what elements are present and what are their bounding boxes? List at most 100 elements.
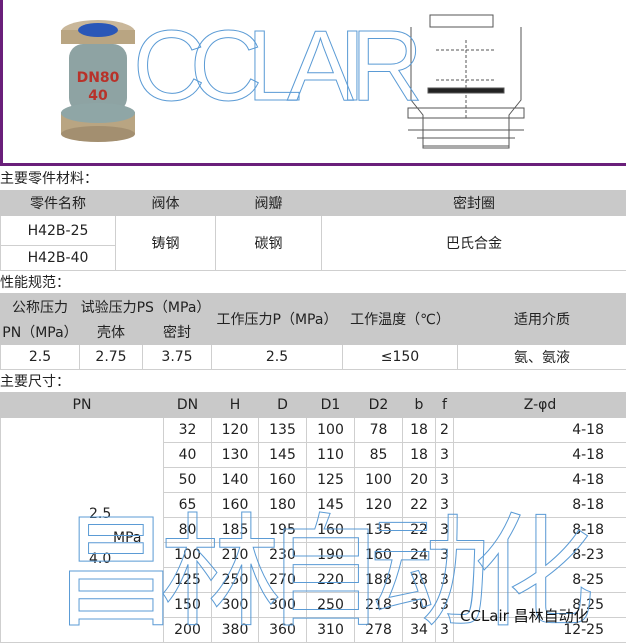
dim-cell: 130: [212, 443, 259, 468]
dim-cell: 360: [259, 618, 307, 643]
dim-cell: 3: [436, 468, 454, 493]
performance-row: 2.5 2.75 3.75 2.5 ≤150 氨、氨液: [1, 345, 626, 370]
dim-cell: 278: [355, 618, 403, 643]
dim-cell: 270: [259, 568, 307, 593]
dim-cell: 78: [355, 418, 403, 443]
header-disc: 阀瓣: [216, 191, 322, 216]
dim-cell: 4-18: [454, 418, 626, 443]
cell-seal: 3.75: [143, 345, 212, 370]
dim-cell: 2: [436, 418, 454, 443]
dim-cell: 8-25: [454, 593, 626, 618]
pn-value-25: 2.5: [89, 506, 111, 522]
product-image-panel: DN80 40 CCLAIR: [0, 0, 626, 166]
performance-title: 性能规范：: [0, 272, 70, 292]
header-test-pressure: 试验压力PS（MPa）: [80, 294, 212, 320]
header-part-name: 零件名称: [1, 191, 116, 216]
dim-cell: 3: [436, 568, 454, 593]
dim-cell: 145: [307, 493, 355, 518]
performance-table: 公称压力 试验压力PS（MPa） 工作压力P（MPa） 工作温度（℃） 适用介质…: [0, 293, 626, 370]
body-material: 铸钢: [116, 216, 216, 271]
valve-pn-label: 40: [88, 88, 108, 104]
dim-cell: 3: [436, 518, 454, 543]
dim-cell: 110: [307, 443, 355, 468]
dim-cell: 32: [164, 418, 212, 443]
seal-material: 巴氏合金: [322, 216, 626, 271]
dim-cell: 28: [403, 568, 436, 593]
dim-cell: 120: [212, 418, 259, 443]
dim-cell: 120: [355, 493, 403, 518]
dim-header-6: b: [403, 393, 436, 418]
model-h42b-25: H42B-25: [1, 216, 116, 246]
dim-cell: 80: [164, 518, 212, 543]
dim-cell: 4-18: [454, 443, 626, 468]
dim-cell: 180: [259, 493, 307, 518]
dim-cell: 22: [403, 518, 436, 543]
dim-cell: 8-18: [454, 518, 626, 543]
dim-cell: 125: [307, 468, 355, 493]
valve-schematic: [408, 15, 524, 148]
cell-medium: 氨、氨液: [458, 345, 626, 370]
cell-temp: ≤150: [343, 345, 458, 370]
dim-cell: 8-25: [454, 568, 626, 593]
dim-cell: 8-23: [454, 543, 626, 568]
dim-cell: 100: [307, 418, 355, 443]
dim-cell: 160: [307, 518, 355, 543]
dim-cell: 210: [212, 543, 259, 568]
dim-cell: 18: [403, 443, 436, 468]
dim-cell: 300: [259, 593, 307, 618]
valve-dn-label: DN80: [77, 70, 120, 86]
dim-cell: 140: [212, 468, 259, 493]
dim-cell: 185: [212, 518, 259, 543]
dim-cell: 34: [403, 618, 436, 643]
dim-cell: 22: [403, 493, 436, 518]
header-seal-test: 密封: [143, 320, 212, 345]
dim-cell: 195: [259, 518, 307, 543]
dim-cell: 3: [436, 443, 454, 468]
dim-cell: 30: [403, 593, 436, 618]
dim-header-0: PN: [1, 393, 164, 418]
cell-shell: 2.75: [80, 345, 143, 370]
product-image: DN80 40 CCLAIR: [3, 0, 626, 163]
dim-cell: 100: [164, 543, 212, 568]
dim-cell: 4-18: [454, 468, 626, 493]
dim-cell: 65: [164, 493, 212, 518]
header-seal: 密封圈: [322, 191, 626, 216]
dim-cell: 150: [164, 593, 212, 618]
dim-cell: 160: [212, 493, 259, 518]
dim-cell: 220: [307, 568, 355, 593]
dim-cell: 18: [403, 418, 436, 443]
dim-cell: 40: [164, 443, 212, 468]
dim-cell: 85: [355, 443, 403, 468]
dim-cell: 135: [355, 518, 403, 543]
header-working-temp: 工作温度（℃）: [343, 294, 458, 345]
dim-cell: 3: [436, 493, 454, 518]
dim-cell: 100: [355, 468, 403, 493]
header-body: 阀体: [116, 191, 216, 216]
dim-header-1: DN: [164, 393, 212, 418]
dim-header-2: H: [212, 393, 259, 418]
dim-cell: 20: [403, 468, 436, 493]
header-medium: 适用介质: [458, 294, 626, 345]
dim-cell: 250: [307, 593, 355, 618]
dimensions-title: 主要尺寸：: [0, 371, 70, 391]
header-working-pressure: 工作压力P（MPa）: [212, 294, 343, 345]
dim-header-7: f: [436, 393, 454, 418]
dim-header-5: D2: [355, 393, 403, 418]
cclair-watermark: CCLAIR: [133, 10, 423, 122]
dim-header-8: Z-φd: [454, 393, 626, 418]
dim-cell: 160: [355, 543, 403, 568]
header-pn-unit: PN（MPa）: [1, 320, 80, 345]
dim-cell: 8-18: [454, 493, 626, 518]
dim-cell: 230: [259, 543, 307, 568]
disc-material: 碳钢: [216, 216, 322, 271]
dim-header-3: D: [259, 393, 307, 418]
pn-value-40: 4.0: [89, 551, 111, 567]
cell-work-p: 2.5: [212, 345, 343, 370]
dim-header-4: D1: [307, 393, 355, 418]
dim-cell: 190: [307, 543, 355, 568]
dim-cell: 250: [212, 568, 259, 593]
valve-photo: DN80 40: [61, 20, 135, 142]
header-nominal-pressure: 公称压力: [1, 294, 80, 320]
header-shell: 壳体: [80, 320, 143, 345]
